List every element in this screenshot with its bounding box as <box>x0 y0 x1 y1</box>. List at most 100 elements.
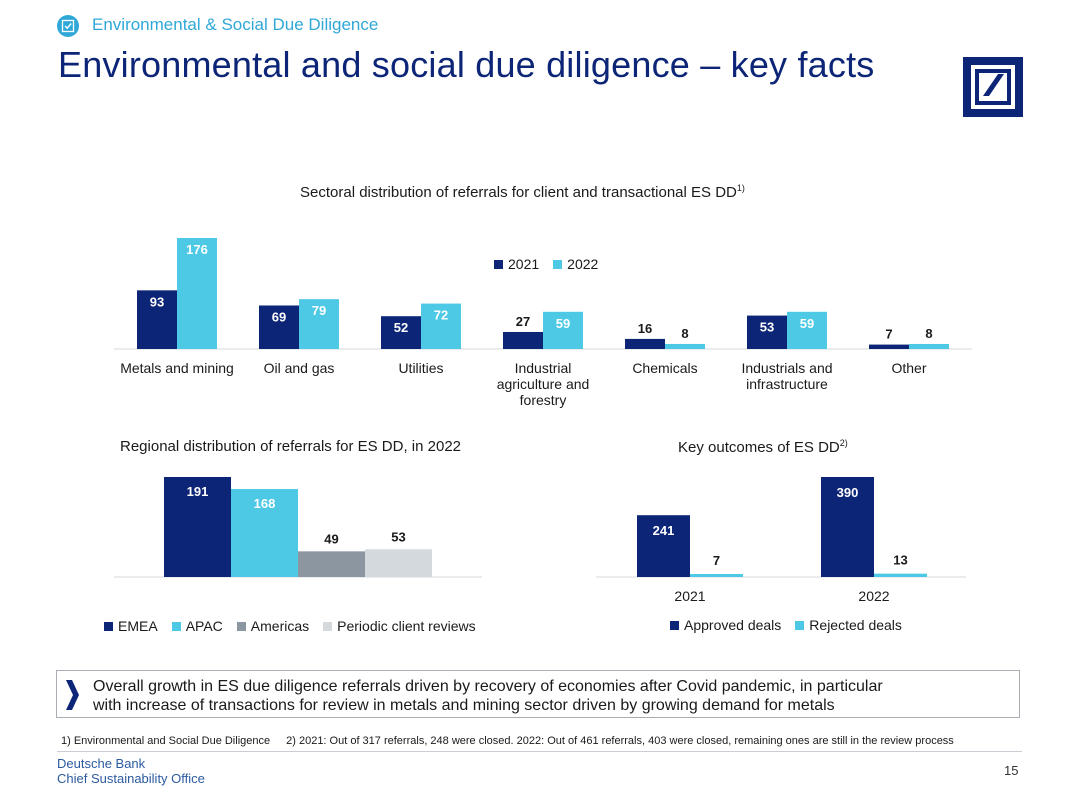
sector-bar-utilities-2022 <box>421 303 461 349</box>
outcomes-value-label-2022-approved-deals: 390 <box>837 485 859 500</box>
sector-chart-legend: 2021 2022 <box>494 256 598 272</box>
sector-bar-industrial-agriculture-and-forestry-2021 <box>503 331 543 349</box>
section-label: Environmental & Social Due Diligence <box>92 15 379 34</box>
sector-category-label-chemicals: Chemicals <box>632 360 697 376</box>
region-bar-apac <box>231 489 298 577</box>
legend-item-periodic: Periodic client reviews <box>323 618 476 634</box>
region-bar-chart: 191 168 49 53 <box>114 477 482 578</box>
sector-value-label-industrial-agriculture-and-forestry-2021: 27 <box>516 314 530 329</box>
outcomes-chart-title-note: 2) <box>839 438 848 448</box>
outcomes-category-label-2021: 2021 <box>674 588 705 604</box>
org-name: Deutsche Bank <box>57 756 146 771</box>
region-chart-legend: EMEA APAC Americas Periodic client revie… <box>104 618 476 634</box>
region-bar-periodic-client-reviews <box>365 549 432 577</box>
region-bar-americas <box>298 551 365 577</box>
sector-category-label-utilities: Utilities <box>398 360 443 376</box>
sector-value-label-other-2021: 7 <box>885 327 892 342</box>
legend-label-rejected: Rejected deals <box>809 617 902 633</box>
footnote-1: 1) Environmental and Social Due Diligenc… <box>61 735 271 747</box>
legend-item-apac: APAC <box>171 618 223 634</box>
sector-value-label-metals-and-mining-2021: 93 <box>150 294 164 309</box>
outcomes-chart-legend: Approved deals Rejected deals <box>670 617 902 633</box>
outcomes-bar-2022-rejected-deals <box>874 573 927 577</box>
outcomes-bar-2021-approved-deals <box>637 515 690 577</box>
outcomes-category-label-2022: 2022 <box>858 588 889 604</box>
sector-bar-metals-and-mining-2021 <box>137 290 177 349</box>
outcomes-bar-chart: 241 7 2021 390 13 2022 <box>596 477 966 604</box>
summary-text: Overall growth in ES due diligence refer… <box>93 677 1003 715</box>
sector-bar-chemicals-2022 <box>665 343 705 349</box>
legend-item-2022: 2022 <box>553 256 598 272</box>
sector-category-label-industrial-agriculture-and-forestry-line-1: Industrial <box>515 360 572 376</box>
sector-value-label-industrials-and-infrastructure-2021: 53 <box>760 320 774 335</box>
region-value-label-periodic-client-reviews: 53 <box>391 529 405 544</box>
sector-category-label-metals-and-mining: Metals and mining <box>120 360 234 376</box>
sector-bar-chart: 93 176 Metals and mining 69 79 Oil and gas 52 7… <box>114 238 972 408</box>
outcomes-value-label-2022-rejected-deals: 13 <box>893 553 907 568</box>
summary-box: Overall growth in ES due diligence refer… <box>56 670 1020 718</box>
sector-category-label-industrials-and-infrastructure-line-2: infrastructure <box>746 376 828 392</box>
sector-category-label-other: Other <box>891 360 926 376</box>
footnote-2: 2) 2021: Out of 317 referrals, 248 were … <box>286 735 954 747</box>
region-value-label-emea: 191 <box>187 484 209 499</box>
outcomes-bar-2022-approved-deals <box>821 477 874 577</box>
sector-value-label-chemicals-2022: 8 <box>681 326 688 341</box>
footer-divider <box>57 751 1022 752</box>
sector-bar-industrials-and-infrastructure-2022 <box>787 311 827 349</box>
legend-swatch-apac <box>171 621 181 631</box>
legend-swatch-rejected <box>795 620 805 630</box>
sector-value-label-oil-and-gas-2021: 69 <box>272 309 286 324</box>
legend-item-emea: EMEA <box>104 618 158 634</box>
legend-label-2022: 2022 <box>567 256 599 272</box>
legend-swatch-2021 <box>494 259 503 269</box>
legend-swatch-2022 <box>553 259 563 269</box>
org-department: Chief Sustainability Office <box>57 771 205 786</box>
sector-chart-title: Sectoral distribution of referrals for c… <box>300 183 745 201</box>
legend-item-americas: Americas <box>236 618 310 634</box>
legend-label-apac: APAC <box>185 618 223 634</box>
summary-line-2: with increase of transactions for review… <box>93 697 835 714</box>
sector-value-label-industrials-and-infrastructure-2022: 59 <box>800 316 814 331</box>
summary-line-1: Overall growth in ES due diligence refer… <box>93 678 883 695</box>
sector-category-label-industrial-agriculture-and-forestry-line-2: agriculture and <box>497 376 590 392</box>
legend-item-approved: Approved deals <box>670 617 781 633</box>
sector-bar-chemicals-2021 <box>625 338 665 349</box>
legend-swatch-americas <box>236 621 246 631</box>
sector-category-label-industrials-and-infrastructure-line-1: Industrials and <box>741 360 832 376</box>
sector-bar-other-2021 <box>869 344 909 349</box>
legend-swatch-periodic <box>323 621 333 631</box>
legend-label-periodic: Periodic client reviews <box>337 618 476 634</box>
sector-value-label-utilities-2022: 72 <box>434 308 448 323</box>
legend-label-americas: Americas <box>250 618 310 634</box>
sector-value-label-other-2022: 8 <box>925 326 932 341</box>
legend-swatch-approved <box>670 620 679 630</box>
sector-bar-oil-and-gas-2021 <box>259 305 299 349</box>
legend-swatch-emea <box>104 621 113 631</box>
legend-item-rejected: Rejected deals <box>795 617 902 633</box>
region-value-label-apac: 168 <box>254 496 276 511</box>
sector-bar-utilities-2021 <box>381 316 421 349</box>
page-number: 15 <box>1004 763 1019 778</box>
sector-category-label-industrial-agriculture-and-forestry-line-3: forestry <box>520 392 567 408</box>
sector-chart-title-text: Sectoral distribution of referrals for c… <box>300 184 737 201</box>
region-value-label-americas: 49 <box>324 531 338 546</box>
legend-label-2021: 2021 <box>508 256 540 272</box>
sector-bar-other-2022 <box>909 343 949 349</box>
chevron-right-icon <box>66 680 79 710</box>
legend-label-approved: Approved deals <box>684 617 782 633</box>
deutsche-bank-logo <box>963 57 1023 117</box>
region-chart-title: Regional distribution of referrals for E… <box>120 438 462 455</box>
legend-label-emea: EMEA <box>118 618 158 634</box>
footnotes: 1) Environmental and Social Due Diligenc… <box>61 735 954 747</box>
sector-bar-oil-and-gas-2022 <box>299 299 339 349</box>
legend-item-2021: 2021 <box>494 256 539 272</box>
outcomes-chart-title: Key outcomes of ES DD2) <box>678 438 848 456</box>
sector-value-label-oil-and-gas-2022: 79 <box>312 303 326 318</box>
sector-value-label-metals-and-mining-2022: 176 <box>186 242 208 257</box>
sector-bar-industrial-agriculture-and-forestry-2022 <box>543 311 583 349</box>
outcomes-value-label-2021-approved-deals: 241 <box>653 523 675 538</box>
outcomes-chart-title-text: Key outcomes of ES DD <box>678 439 840 456</box>
sector-chart-title-note: 1) <box>736 183 745 193</box>
page-title: Environmental and social due diligence –… <box>58 44 875 85</box>
sector-bar-metals-and-mining-2022 <box>177 238 217 349</box>
